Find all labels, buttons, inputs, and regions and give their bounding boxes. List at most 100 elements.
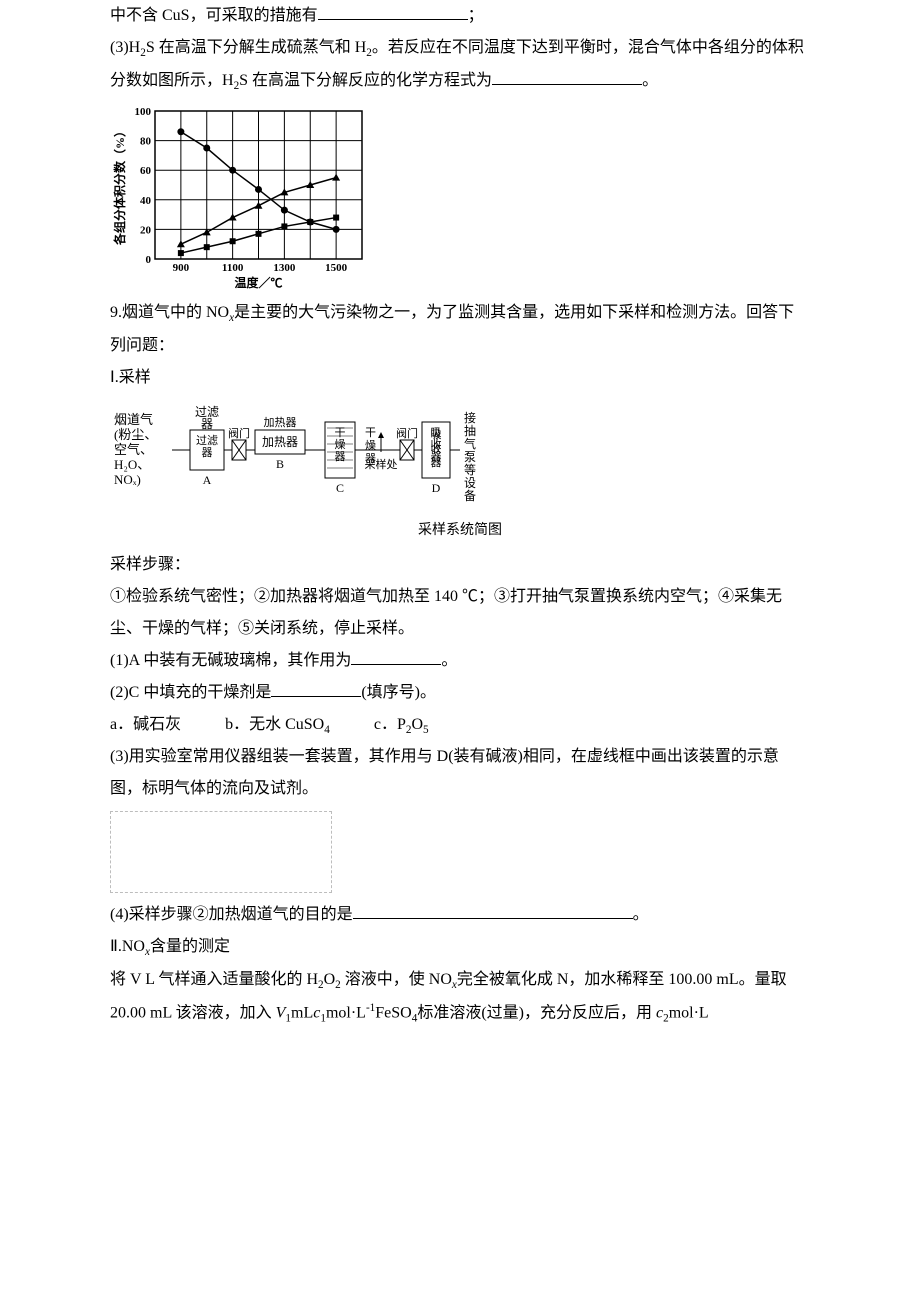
line-q3-h2s: (3)H2S 在高温下分解生成硫蒸气和 H2。若反应在不同温度下达到平衡时，混合…: [110, 32, 810, 97]
text: 9.烟道气中的 NO: [110, 304, 229, 321]
sub-q2: (2)C 中填充的干燥剂是 (填序号)。: [110, 677, 810, 709]
text: (3)H: [110, 39, 140, 56]
text: mol·L: [669, 1004, 709, 1021]
text: O: [324, 971, 336, 988]
svg-text:阀门: 阀门: [396, 426, 418, 440]
text: (填序号)。: [361, 684, 436, 701]
svg-text:空气、: 空气、: [114, 442, 153, 457]
blank: [353, 902, 633, 919]
svg-text:温度／℃: 温度／℃: [234, 275, 282, 290]
blank: [351, 648, 441, 665]
text: 。: [633, 906, 649, 923]
text: 含量的测定: [150, 938, 230, 955]
var-V1: V: [276, 1004, 286, 1021]
svg-text:20: 20: [140, 225, 152, 237]
svg-text:(粉尘、: (粉尘、: [114, 427, 157, 442]
text: mL: [291, 1004, 313, 1021]
svg-text:燥: 燥: [335, 438, 346, 451]
text: b．无水 CuSO: [225, 716, 324, 733]
text: 采样步骤：: [110, 556, 190, 573]
svg-text:收: 收: [431, 441, 442, 455]
flow-diagram-svg: 烟道气(粉尘、空气、 H₂O、 NOₓ)过滤器过滤器A阀门加热器加热器B干燥器干…: [110, 400, 530, 515]
svg-text:泵: 泵: [464, 450, 476, 464]
text: (3)用实验室常用仪器组装一套装置，其作用与 D(装有碱液)相同，在虚线框中画出…: [110, 748, 779, 797]
svg-text:各组分体积分数（%）: 各组分体积分数（%）: [112, 125, 127, 246]
svg-text:接: 接: [464, 410, 476, 425]
svg-text:器: 器: [202, 446, 213, 459]
steps-label: 采样步骤：: [110, 549, 810, 581]
svg-text:器: 器: [335, 450, 346, 463]
answer-box-dashed: [110, 811, 332, 893]
steps: ①检验系统气密性；②加热器将烟道气加热至 140 ℃；③打开抽气泵置换系统内空气…: [110, 581, 810, 645]
text: Ⅰ.采样: [110, 369, 151, 386]
svg-text:吸: 吸: [431, 429, 442, 441]
text: FeSO: [375, 1004, 411, 1021]
text: (2)C 中填充的干燥剂是: [110, 684, 271, 701]
blank: [271, 680, 361, 697]
chart-h2s-decomp: 020406080100900110013001500各组分体积分数（%）温度／…: [110, 103, 810, 293]
svg-text:B: B: [276, 457, 284, 471]
text: (4)采样步骤②加热烟道气的目的是: [110, 906, 353, 923]
svg-text:H₂O、: H₂O、: [114, 457, 150, 472]
option-b: b．无水 CuSO4: [225, 709, 330, 742]
sub-q1: (1)A 中装有无碱玻璃棉，其作用为 。: [110, 645, 810, 677]
svg-text:加热器: 加热器: [264, 416, 297, 429]
text: 中不含 CuS，可采取的措施有: [110, 7, 318, 24]
page: 中不含 CuS，可采取的措施有 ； (3)H2S 在高温下分解生成硫蒸气和 H2。…: [0, 0, 920, 1089]
svg-text:阀门: 阀门: [228, 426, 250, 440]
svg-text:100: 100: [135, 106, 152, 118]
option-a: a．碱石灰: [110, 709, 181, 741]
svg-text:加热器: 加热器: [262, 435, 298, 449]
svg-text:干: 干: [365, 427, 376, 439]
option-c: c．P2O5: [374, 709, 429, 742]
svg-text:900: 900: [173, 262, 190, 274]
section-2-heading: Ⅱ.NOx含量的测定: [110, 931, 810, 964]
svg-text:60: 60: [140, 165, 152, 177]
text: 将 V L 气样通入适量酸化的 H: [110, 971, 318, 988]
sup-minus1: -1: [366, 1002, 375, 1014]
svg-text:采样处: 采样处: [365, 457, 398, 471]
q9-intro: 9.烟道气中的 NOx是主要的大气污染物之一，为了监测其含量，选用如下采样和检测…: [110, 297, 810, 362]
svg-text:过滤: 过滤: [196, 434, 218, 447]
options-row: a．碱石灰 b．无水 CuSO4 c．P2O5: [110, 709, 810, 742]
text: 溶液中，使 NO: [341, 971, 452, 988]
svg-text:燥: 燥: [365, 439, 376, 452]
text: (1)A 中装有无碱玻璃棉，其作用为: [110, 652, 351, 669]
text: c．P: [374, 716, 406, 733]
sampling-diagram: 烟道气(粉尘、空气、 H₂O、 NOₓ)过滤器过滤器A阀门加热器加热器B干燥器干…: [110, 400, 810, 545]
svg-text:备: 备: [464, 489, 476, 503]
diagram-caption: 采样系统简图: [110, 517, 810, 545]
sub-q4: (4)采样步骤②加热烟道气的目的是 。: [110, 899, 810, 931]
text: mol·L: [326, 1004, 366, 1021]
text: O: [411, 716, 423, 733]
svg-text:40: 40: [140, 195, 152, 207]
svg-text:NOₓ): NOₓ): [114, 472, 141, 487]
svg-text:等: 等: [464, 463, 476, 477]
blank: [492, 68, 642, 85]
section-1-heading: Ⅰ.采样: [110, 362, 810, 394]
svg-text:抽: 抽: [464, 424, 476, 438]
text: ；: [468, 7, 484, 24]
text: Ⅱ.NO: [110, 938, 145, 955]
svg-text:器: 器: [431, 456, 442, 469]
final-paragraph: 将 V L 气样通入适量酸化的 H2O2 溶液中，使 NOx完全被氧化成 N，加…: [110, 964, 810, 1030]
svg-text:器: 器: [201, 417, 213, 431]
svg-text:干: 干: [335, 427, 346, 439]
svg-text:设: 设: [464, 476, 476, 490]
line-chart-svg: 020406080100900110013001500各组分体积分数（%）温度／…: [110, 103, 370, 293]
svg-text:烟道气: 烟道气: [114, 412, 153, 427]
text: 。: [642, 72, 658, 89]
sub-q3: (3)用实验室常用仪器组装一套装置，其作用与 D(装有碱液)相同，在虚线框中画出…: [110, 741, 810, 805]
svg-text:C: C: [336, 481, 344, 495]
svg-text:1300: 1300: [273, 262, 296, 274]
blank: [318, 3, 468, 20]
text: a．碱石灰: [110, 716, 181, 733]
text: 。: [441, 652, 457, 669]
text: S 在高温下分解反应的化学方程式为: [239, 72, 492, 89]
sub-5: 5: [423, 724, 429, 736]
text: S 在高温下分解生成硫蒸气和 H: [146, 39, 366, 56]
svg-text:0: 0: [146, 254, 152, 266]
svg-text:气: 气: [464, 436, 476, 451]
line-cus: 中不含 CuS，可采取的措施有 ；: [110, 0, 810, 32]
sub-4: 4: [324, 724, 330, 736]
